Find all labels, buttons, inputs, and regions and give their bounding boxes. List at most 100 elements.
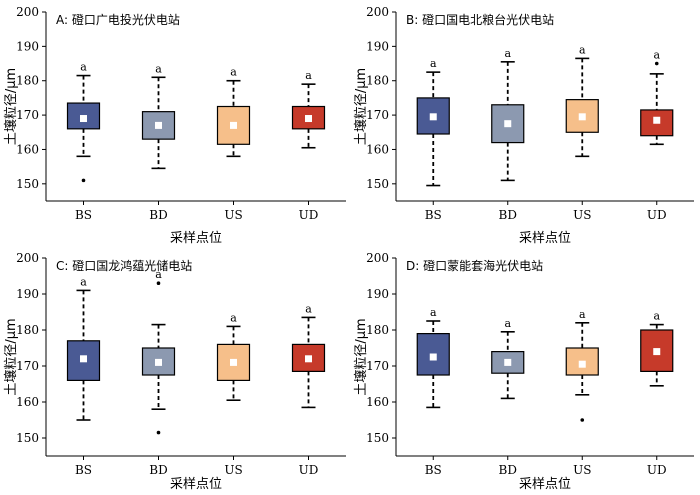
box-ud: UD a	[640, 49, 674, 222]
x-tick-label: UD	[299, 208, 319, 222]
box-us: US a	[565, 308, 599, 477]
y-tick-label: 170	[16, 359, 39, 373]
x-tick-label: BS	[75, 463, 92, 477]
y-axis-title: 土壤粒径/μm	[3, 318, 19, 395]
box-bd: BD a	[491, 317, 525, 477]
mean-marker	[578, 113, 586, 121]
x-tick-label: UD	[647, 208, 667, 222]
x-tick-label: US	[573, 208, 591, 222]
y-tick-label: 200	[366, 5, 389, 19]
x-tick-label: BS	[425, 208, 442, 222]
y-tick-label: 160	[366, 395, 389, 409]
significance-label: a	[305, 302, 312, 315]
mean-marker	[504, 358, 512, 366]
panel-title: A: 磴口广电投光伏电站	[56, 12, 180, 27]
mean-marker	[305, 115, 312, 123]
box-bs: BS a	[416, 57, 450, 222]
y-tick-label: 180	[16, 74, 39, 88]
y-tick-label: 170	[366, 359, 389, 373]
panel-title: B: 磴口国电北粮台光伏电站	[406, 12, 554, 27]
y-tick-label: 150	[366, 177, 389, 191]
y-tick-label: 150	[16, 431, 39, 445]
significance-label: a	[230, 66, 237, 79]
y-tick-label: 200	[16, 251, 39, 265]
box-ud: UD a	[291, 69, 326, 222]
mean-marker	[653, 116, 661, 124]
x-tick-label: BD	[499, 208, 517, 222]
mean-marker	[155, 121, 162, 129]
x-tick-label: UD	[299, 463, 319, 477]
x-tick-label: BS	[425, 463, 442, 477]
y-tick-label: 150	[16, 177, 39, 191]
y-tick-label: 190	[16, 287, 39, 301]
significance-label: a	[80, 61, 87, 74]
iqr-box	[640, 329, 674, 373]
outlier-point	[156, 430, 161, 435]
significance-label: a	[504, 47, 511, 60]
box-bd: BD a	[491, 47, 525, 222]
y-tick-label: 190	[366, 287, 389, 301]
x-tick-label: US	[573, 463, 591, 477]
outlier-point	[580, 418, 585, 422]
significance-label: a	[230, 311, 237, 324]
mean-marker	[155, 358, 162, 366]
box-bs: BS a	[416, 306, 450, 477]
box-ud: UD a	[640, 310, 674, 477]
box-ud: UD a	[291, 302, 326, 477]
y-tick-label: 180	[366, 323, 389, 337]
y-axis-title: 土壤粒径/μm	[3, 68, 19, 145]
significance-label: a	[305, 69, 312, 82]
y-tick-label: 190	[366, 39, 389, 53]
y-tick-label: 160	[366, 142, 389, 156]
box-bd: BD a	[141, 62, 176, 222]
y-tick-label: 180	[366, 74, 389, 88]
x-tick-label: BD	[149, 463, 167, 477]
box-us: US a	[216, 311, 251, 477]
outlier-point	[156, 281, 161, 286]
y-tick-label: 180	[16, 323, 39, 337]
mean-marker	[653, 348, 661, 356]
outlier-point	[81, 178, 86, 183]
significance-label: a	[430, 306, 437, 319]
outlier-point	[654, 61, 659, 66]
x-axis-title: 采样点位	[170, 231, 222, 246]
x-tick-label: US	[224, 208, 242, 222]
y-tick-label: 170	[366, 108, 389, 122]
significance-label: a	[80, 275, 87, 288]
significance-label: a	[653, 49, 660, 62]
mean-marker	[80, 115, 87, 123]
mean-marker	[429, 113, 437, 121]
y-tick-label: 170	[16, 108, 39, 122]
box-bd: BD a	[141, 268, 176, 477]
significance-label: a	[653, 310, 660, 323]
x-tick-label: BS	[75, 208, 92, 222]
box-us: US a	[565, 43, 599, 222]
significance-label: a	[430, 57, 437, 70]
panel-title: D: 磴口蒙能套海光伏电站	[406, 258, 543, 273]
x-axis-title: 采样点位	[170, 477, 222, 492]
y-tick-label: 150	[366, 431, 389, 445]
box-us: US a	[216, 66, 251, 222]
y-tick-label: 160	[16, 395, 39, 409]
significance-label: a	[579, 43, 586, 56]
mean-marker	[230, 121, 237, 129]
x-axis-title: 采样点位	[519, 477, 571, 492]
y-tick-label: 190	[16, 39, 39, 53]
y-tick-label: 200	[366, 251, 389, 265]
panel-title: C: 磴口国龙鸿蕴光储电站	[56, 258, 192, 273]
y-axis-title: 土壤粒径/μm	[353, 68, 369, 145]
y-tick-label: 160	[16, 142, 39, 156]
significance-label: a	[579, 308, 586, 321]
mean-marker	[504, 120, 512, 128]
mean-marker	[578, 360, 586, 368]
significance-label: a	[155, 62, 162, 75]
mean-marker	[305, 355, 312, 363]
x-tick-label: UD	[647, 463, 667, 477]
iqr-box	[491, 104, 525, 144]
y-axis-title: 土壤粒径/μm	[353, 318, 369, 395]
box-bs: BS a	[66, 275, 101, 477]
